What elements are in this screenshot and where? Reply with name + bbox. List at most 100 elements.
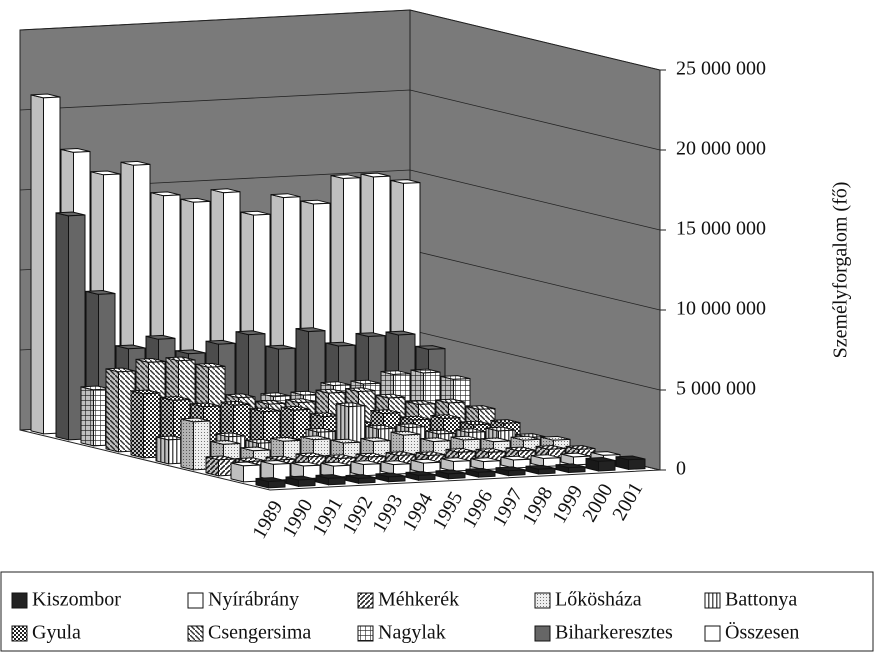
bar [55,211,86,441]
bar-front [508,469,526,477]
bar-side-shade [376,473,389,482]
bars [30,93,646,489]
legend-label: Összesen [725,621,799,644]
legend-label: Nyírábrány [208,589,299,611]
bar [585,456,616,472]
legend-label: Gyula [32,622,81,644]
bar [180,417,211,471]
bar-side-shade [131,390,144,458]
bar [500,455,531,469]
legend-label: Méhkerék [378,589,459,611]
legend-label: Battonya [725,589,797,611]
bar [230,461,261,483]
bar [615,455,646,471]
bar-side-shade [466,469,479,478]
bar [315,474,346,486]
bar-side-shade [346,475,359,484]
legend-swatch [534,625,551,642]
bar [555,463,586,474]
bar-front [598,459,616,472]
bar-side-shade [441,458,454,472]
bar [435,469,466,480]
legend-label: Lőkösháza [555,589,642,611]
y-tick-label: 10 000 000 [676,298,766,320]
x-tick-label: 1990 [278,495,317,541]
bar [380,460,411,475]
y-axis-title: Személyforgalom (fő) [830,182,852,359]
bar [260,459,291,482]
legend-label: Biharkeresztes [555,622,673,644]
bar [350,460,381,477]
bar-side-shade [31,94,44,434]
x-tick-label: 1999 [548,482,587,528]
bar-side-shade [496,467,509,476]
bar-side-shade [206,456,219,476]
bar-front [478,470,496,478]
legend-swatch [11,625,28,642]
bar-front [418,474,436,481]
bar [255,477,286,489]
x-tick-label: 1994 [398,489,437,535]
bar-side-shade [436,470,449,479]
bar [410,458,441,474]
x-tick-label: 2001 [608,479,647,525]
bar-side-shade [156,436,169,464]
bar [495,466,526,477]
bar-side-shade [526,466,539,474]
bar-front [363,463,381,477]
bar-side-shade [56,212,69,440]
bar-side-shade [616,456,629,470]
bar [465,467,496,478]
bar-side-shade [81,386,94,446]
y-tick-label: 25 000 000 [676,58,766,80]
y-tick-label: 5 000 000 [676,378,756,400]
x-tick-label: 2000 [578,480,617,526]
bar-side-shade [181,418,194,470]
bar-side-shade [261,461,274,481]
bar [440,457,471,472]
bar [405,471,436,481]
legend-swatch [704,625,721,642]
bar-front [568,466,586,474]
legend-label: Nagylak [378,622,446,644]
bar-front [628,458,646,470]
legend-label: Kiszombor [32,589,121,611]
legend-swatch [534,592,551,609]
x-tick-label: 1992 [338,492,377,538]
bar-front [423,461,441,474]
bar-front [298,478,316,487]
legend-label: Csengersima [208,622,311,644]
bar-front [268,480,286,489]
grid-line [19,9,661,71]
bar-front [243,464,261,483]
x-tick-label: 1991 [308,494,347,540]
bar [525,464,556,475]
x-tick-label: 1995 [428,488,467,534]
bar-front [358,477,376,484]
x-tick-label: 1993 [368,491,407,537]
bar-side-shade [556,464,569,473]
legend-swatch [187,592,204,609]
bar-front [453,460,471,472]
legend-swatch [187,625,204,642]
bar-side-shade [351,461,364,476]
bar-side-shade [406,472,419,481]
legend-swatch [357,592,374,609]
bar-side-shade [231,462,244,482]
legend-swatch [704,592,721,609]
bar-front [333,464,351,478]
x-tick-label: 1998 [518,483,557,529]
bar-front [68,214,86,441]
bar [345,474,376,484]
bar [385,451,416,468]
legend-swatch [11,592,28,609]
y-tick-label: 20 000 000 [676,138,766,160]
x-tick-label: 1989 [248,497,287,543]
x-tick-label: 1996 [458,486,497,532]
bar-front [328,477,346,486]
bar-front [538,467,556,475]
bar-front [273,462,291,481]
bar-side-shade [321,463,334,478]
x-tick-label: 1997 [488,485,527,531]
